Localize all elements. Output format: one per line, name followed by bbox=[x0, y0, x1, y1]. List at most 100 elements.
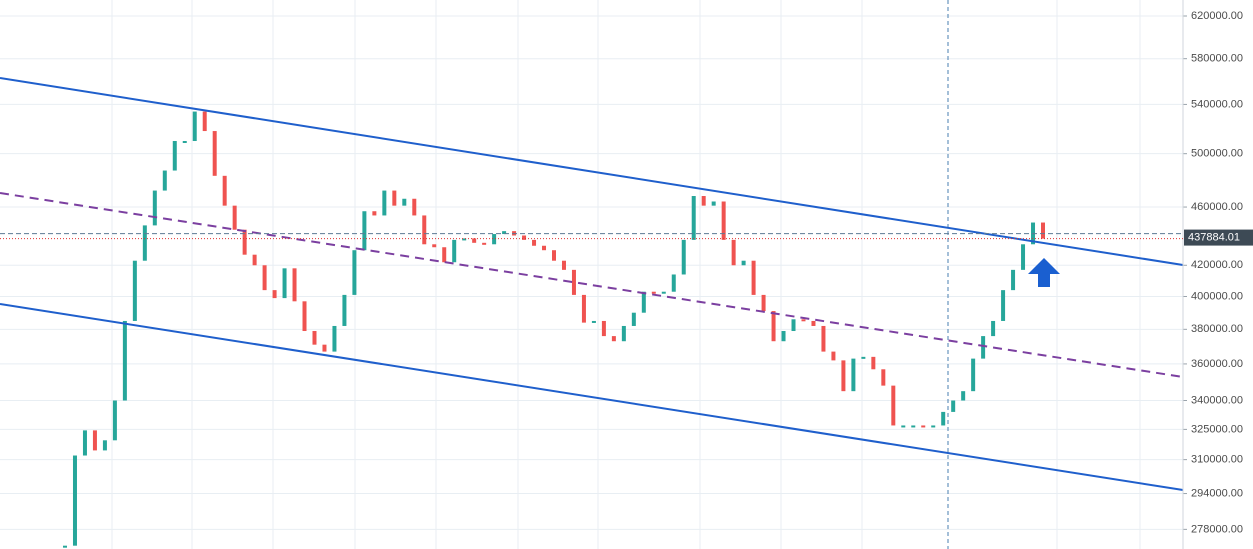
price-candle bbox=[302, 301, 307, 332]
price-candle bbox=[322, 344, 327, 352]
price-candle bbox=[651, 291, 656, 294]
price-candle bbox=[951, 400, 956, 412]
y-tick-label: 340000.00 bbox=[1191, 394, 1243, 406]
price-candle bbox=[332, 325, 337, 352]
price-candle bbox=[502, 231, 507, 235]
price-candle bbox=[911, 425, 916, 428]
price-candle bbox=[731, 239, 736, 266]
price-candle bbox=[442, 247, 447, 263]
price-candle bbox=[981, 336, 986, 359]
price-candle bbox=[711, 201, 716, 206]
price-candle bbox=[721, 201, 726, 240]
y-tick-label: 500000.00 bbox=[1191, 148, 1243, 160]
y-tick-label: 360000.00 bbox=[1191, 358, 1243, 370]
price-candle bbox=[192, 111, 197, 142]
price-candle bbox=[621, 325, 626, 342]
price-candle bbox=[561, 260, 566, 270]
price-candle bbox=[611, 336, 616, 342]
price-candle bbox=[212, 131, 217, 176]
price-candle bbox=[781, 331, 786, 342]
price-candle bbox=[292, 268, 297, 302]
price-candle bbox=[282, 268, 287, 299]
price-candle bbox=[542, 245, 547, 251]
price-candle bbox=[961, 391, 966, 401]
price-candle bbox=[661, 291, 666, 294]
price-candle bbox=[1001, 290, 1006, 321]
price-candle bbox=[532, 239, 537, 246]
price-candle bbox=[452, 239, 457, 263]
y-tick-label: 400000.00 bbox=[1191, 290, 1243, 302]
price-candle bbox=[741, 260, 746, 266]
y-tick-label: 294000.00 bbox=[1191, 487, 1243, 499]
y-tick-label: 325000.00 bbox=[1191, 423, 1243, 435]
price-candle bbox=[392, 190, 397, 206]
price-candle bbox=[581, 294, 586, 323]
price-candle bbox=[821, 325, 826, 352]
price-candle bbox=[472, 238, 477, 243]
price-candle bbox=[412, 198, 417, 216]
price-candle bbox=[931, 425, 936, 428]
price-candle bbox=[152, 190, 157, 226]
price-candle bbox=[122, 320, 127, 401]
price-candle bbox=[791, 319, 796, 332]
price-candle bbox=[272, 290, 277, 299]
price-candle bbox=[63, 545, 67, 548]
price-candle bbox=[422, 215, 427, 245]
y-tick-label: 278000.00 bbox=[1191, 523, 1243, 535]
price-candle bbox=[701, 196, 706, 206]
price-candle bbox=[751, 260, 756, 295]
price-candle bbox=[552, 250, 556, 261]
price-candle bbox=[402, 198, 407, 206]
price-candle bbox=[92, 430, 97, 451]
price-candle bbox=[362, 211, 367, 251]
price-candle bbox=[831, 351, 836, 361]
price-candle bbox=[881, 369, 886, 386]
price-candle bbox=[631, 312, 636, 326]
price-candle bbox=[671, 274, 676, 292]
price-candle bbox=[352, 250, 357, 295]
price-candle bbox=[641, 291, 646, 313]
price-candle bbox=[252, 254, 257, 266]
price-candle bbox=[841, 360, 846, 392]
price-candle bbox=[82, 430, 87, 456]
price-candle bbox=[761, 294, 766, 312]
price-candle bbox=[901, 425, 906, 428]
price-candle bbox=[382, 190, 387, 216]
price-candle bbox=[681, 239, 686, 275]
price-candle bbox=[1011, 269, 1016, 291]
price-candle bbox=[522, 235, 527, 240]
y-tick-label: 540000.00 bbox=[1191, 98, 1243, 110]
price-candle bbox=[941, 411, 946, 426]
price-candle bbox=[771, 311, 776, 342]
price-candle bbox=[72, 455, 77, 546]
price-candle bbox=[222, 175, 227, 206]
price-candle bbox=[591, 320, 596, 323]
price-candle bbox=[162, 170, 167, 191]
price-candle bbox=[182, 141, 187, 144]
price-candle bbox=[921, 425, 926, 428]
price-candle bbox=[342, 294, 347, 326]
price-candle bbox=[432, 244, 437, 248]
price-candle bbox=[571, 269, 576, 295]
price-candle bbox=[891, 385, 896, 426]
price-candle bbox=[871, 356, 876, 370]
vertical-grid bbox=[111, 0, 1141, 549]
price-candle bbox=[492, 234, 497, 245]
price-candle bbox=[1041, 222, 1045, 239]
price-candle bbox=[462, 238, 467, 241]
price-candle bbox=[312, 331, 317, 345]
price-candle bbox=[102, 440, 107, 451]
channel-upper bbox=[0, 77, 1184, 266]
price-candle bbox=[172, 141, 177, 171]
price-candle bbox=[142, 225, 147, 261]
price-candle bbox=[1021, 244, 1026, 270]
price-candle bbox=[991, 320, 996, 337]
last-price-box bbox=[1184, 229, 1253, 246]
price-candle bbox=[851, 358, 856, 392]
price-candle bbox=[232, 205, 237, 230]
price-candle bbox=[112, 400, 117, 441]
channel-middle bbox=[0, 192, 1184, 378]
price-candle bbox=[971, 358, 976, 392]
price-candle bbox=[372, 211, 377, 216]
